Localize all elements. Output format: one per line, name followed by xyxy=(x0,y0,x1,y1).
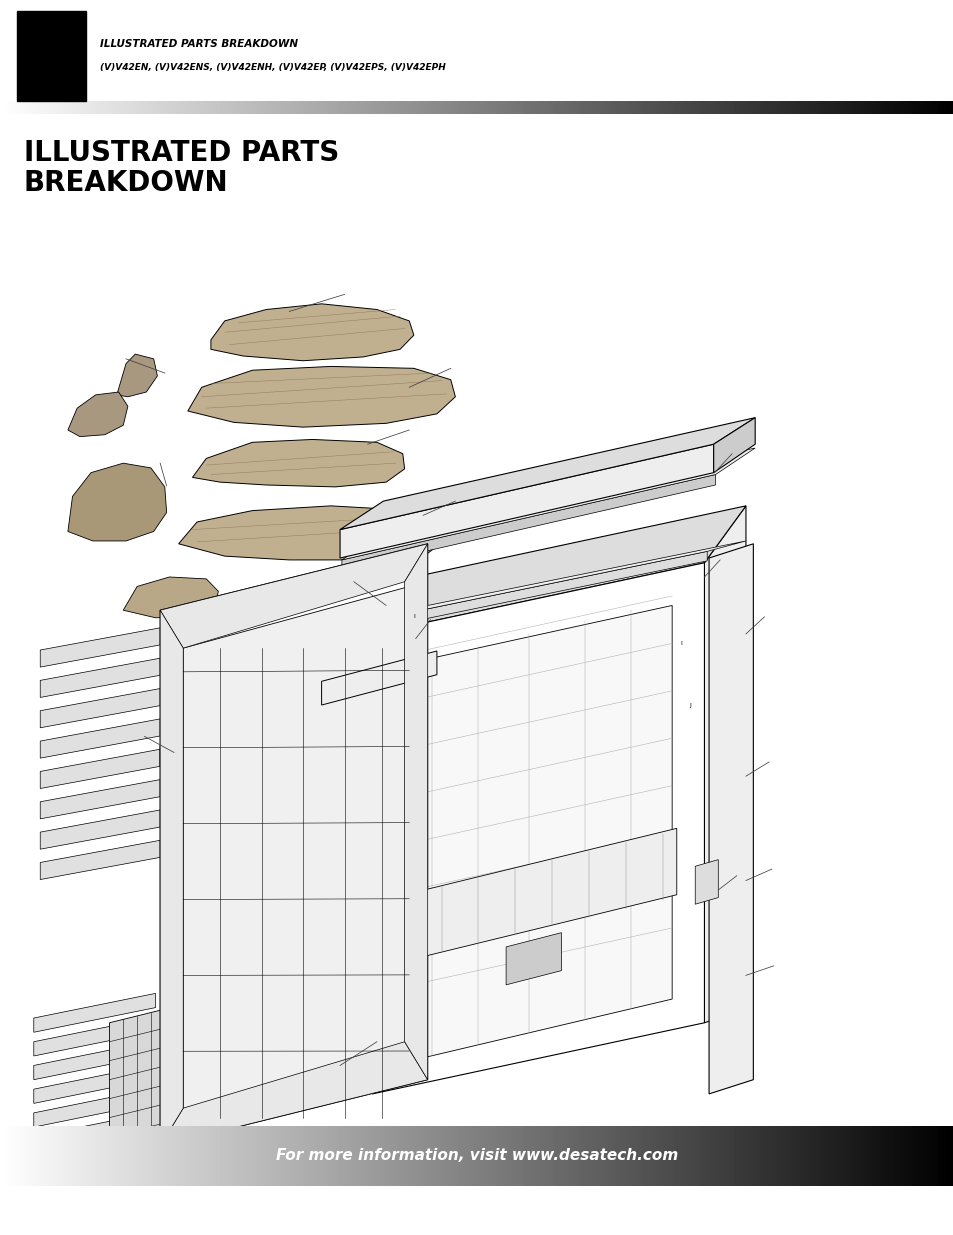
Polygon shape xyxy=(40,750,160,788)
Polygon shape xyxy=(33,993,155,1032)
Polygon shape xyxy=(40,627,160,667)
Polygon shape xyxy=(367,608,395,1087)
Polygon shape xyxy=(211,304,414,361)
Polygon shape xyxy=(321,651,436,705)
Polygon shape xyxy=(33,1112,155,1151)
Polygon shape xyxy=(404,829,676,961)
Polygon shape xyxy=(197,1028,233,1161)
Polygon shape xyxy=(375,541,745,620)
Text: For more information, visit www.desatech.com: For more information, visit www.desatech… xyxy=(275,1149,678,1163)
Polygon shape xyxy=(372,506,745,634)
Polygon shape xyxy=(506,932,561,984)
Polygon shape xyxy=(160,543,427,1146)
Polygon shape xyxy=(183,587,409,1118)
Polygon shape xyxy=(40,719,160,758)
Text: J: J xyxy=(689,703,691,708)
Polygon shape xyxy=(375,551,706,629)
Polygon shape xyxy=(404,657,414,1061)
Polygon shape xyxy=(33,1136,155,1174)
Polygon shape xyxy=(68,391,128,437)
Polygon shape xyxy=(404,543,427,1079)
Bar xyxy=(17,11,86,101)
Polygon shape xyxy=(110,1005,178,1165)
Text: ILLUSTRATED PARTS: ILLUSTRATED PARTS xyxy=(24,140,338,167)
Polygon shape xyxy=(178,506,449,559)
Polygon shape xyxy=(33,1088,155,1128)
Polygon shape xyxy=(339,445,713,558)
Polygon shape xyxy=(68,463,167,541)
Polygon shape xyxy=(341,448,755,559)
Polygon shape xyxy=(40,840,160,879)
Text: I: I xyxy=(413,614,415,619)
Polygon shape xyxy=(703,506,745,1023)
Text: ILLUSTRATED PARTS BREAKDOWN: ILLUSTRATED PARTS BREAKDOWN xyxy=(100,40,298,49)
Polygon shape xyxy=(116,354,157,396)
Polygon shape xyxy=(40,810,160,850)
Polygon shape xyxy=(33,1041,155,1079)
Polygon shape xyxy=(40,658,160,698)
Polygon shape xyxy=(33,1018,155,1056)
Polygon shape xyxy=(391,605,672,1066)
Polygon shape xyxy=(713,417,755,473)
Polygon shape xyxy=(372,563,703,1094)
Polygon shape xyxy=(188,367,455,427)
Polygon shape xyxy=(160,543,427,648)
Polygon shape xyxy=(695,860,718,904)
Polygon shape xyxy=(160,1042,427,1146)
Polygon shape xyxy=(708,543,753,1094)
Polygon shape xyxy=(33,1065,155,1103)
Text: I: I xyxy=(679,641,681,646)
Polygon shape xyxy=(40,689,160,727)
Polygon shape xyxy=(123,577,218,618)
Polygon shape xyxy=(160,610,183,1146)
Text: (V)V42EN, (V)V42ENS, (V)V42ENH, (V)V42EP, (V)V42EPS, (V)V42EPH: (V)V42EN, (V)V42ENS, (V)V42ENH, (V)V42EP… xyxy=(100,63,445,73)
Text: BREAKDOWN: BREAKDOWN xyxy=(24,169,228,196)
Polygon shape xyxy=(40,779,160,819)
Polygon shape xyxy=(193,440,404,487)
Polygon shape xyxy=(160,705,321,767)
Polygon shape xyxy=(341,474,715,571)
Polygon shape xyxy=(339,417,755,530)
